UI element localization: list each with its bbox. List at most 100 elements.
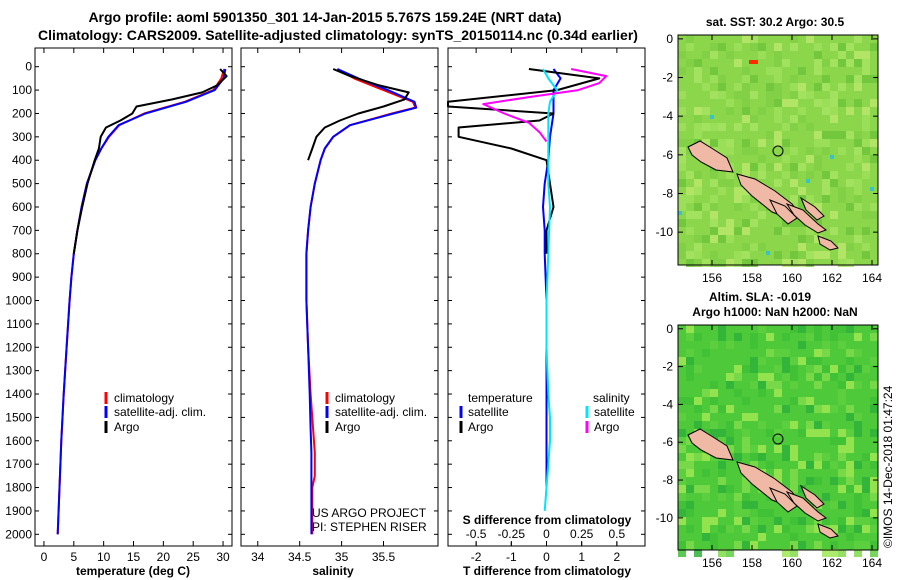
field-cell [758,373,766,381]
sla-map-subtitle: Argo h1000: NaN h2000: NaN [692,305,857,319]
field-cell [742,493,750,501]
field-cell [862,67,870,75]
field-cell [694,211,702,219]
series-climatology [305,68,417,535]
field-speck [678,211,682,215]
field-cell [838,147,846,155]
field-cell [790,115,798,123]
sla-map-title: Altim. SLA: -0.019 [709,290,811,304]
field-cell [822,171,830,179]
field-cell [678,203,686,211]
field-cell [822,83,830,91]
lat-tick-label: -8 [662,473,673,487]
field-cell [710,227,718,235]
field-cell [798,325,806,333]
lon-tick-label: 156 [702,556,722,570]
field-cell [822,421,830,429]
x-tick-label: -2 [471,550,482,564]
field-cell [814,381,822,389]
field-cell [758,389,766,397]
field-cell [830,107,838,115]
field-cell [710,251,718,259]
field-cell [814,51,822,59]
field-cell [750,43,758,51]
series-argo [72,68,228,254]
difference-panel: -2 -1 0 1 2 -0.5 -0.25 0 0.25 0.5 S difference fr… [447,47,646,578]
lon-tick-label: 162 [822,556,842,570]
field-cell [678,107,686,115]
field-cell [838,195,846,203]
field-cell [806,477,814,485]
field-cell [710,541,718,549]
field-cell [710,405,718,413]
field-cell [798,461,806,469]
field-cell [766,131,774,139]
field-cell [774,139,782,147]
field-cell [830,179,838,187]
field-cell [774,51,782,59]
field-cell [830,211,838,219]
series-salinity-argo [482,68,608,143]
field-cell [710,429,718,437]
field-cell [710,389,718,397]
field-cell [686,349,694,357]
field-cell [870,477,878,485]
field-cell [766,429,774,437]
lat-tick-label: 0 [666,322,673,336]
field-cell [678,357,686,365]
field-cell [766,99,774,107]
field-cell [806,405,814,413]
field-cell [718,405,726,413]
field-cell [846,437,854,445]
field-cell [710,75,718,83]
field-cell [686,509,694,517]
island-choiseul [687,140,734,173]
field-cell [830,171,838,179]
field-cell [782,453,790,461]
field-cell [710,171,718,179]
field-cell [782,219,790,227]
field-cell [814,59,822,67]
legend-label-sal-satellite: satellite [594,405,635,419]
field-cell [678,549,686,557]
field-cell [838,243,846,251]
field-cell [774,365,782,373]
field-cell [814,139,822,147]
depth-tick-label: 1500 [5,410,32,424]
field-cell [846,243,854,251]
field-cell [774,59,782,67]
field-cell [686,501,694,509]
field-cell [790,83,798,91]
field-cell [766,333,774,341]
field-cell [678,413,686,421]
series-temperature-satellite [542,68,562,488]
field-cell [814,541,822,549]
field-cell [822,549,830,557]
field-cell [734,123,742,131]
temperature-lines [56,68,228,535]
field-cell [734,501,742,509]
field-cell [686,373,694,381]
field-cell [694,251,702,259]
field-cell [822,493,830,501]
field-cell [742,541,750,549]
difference-legend: temperature satellite Argo salinity sate… [459,391,635,434]
field-cell [694,365,702,373]
field-cell [686,333,694,341]
field-cell [854,349,862,357]
field-cell [814,373,822,381]
legend-title-temperature: temperature [468,391,533,405]
field-cell [782,139,790,147]
field-cell [830,115,838,123]
field-cell [694,397,702,405]
lon-tick-label: 164 [862,556,882,570]
field-cell [678,493,686,501]
field-cell [726,341,734,349]
island-makira [817,523,839,539]
field-cell [854,147,862,155]
salinity-diff-tick-label: 0.5 [609,527,626,541]
field-cell [846,365,854,373]
field-cell [870,99,878,107]
field-cell [694,59,702,67]
field-cell [710,341,718,349]
